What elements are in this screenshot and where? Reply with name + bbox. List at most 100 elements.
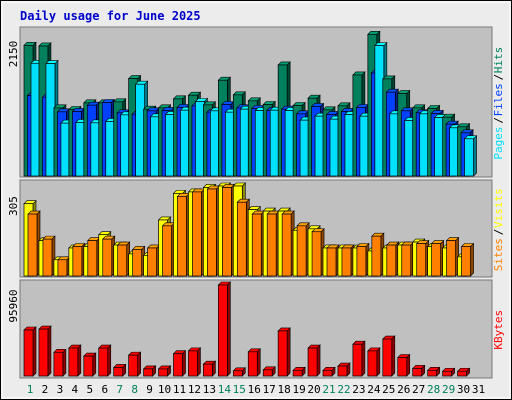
bar-visits-sites-sites-day-5 (87, 240, 98, 277)
bar-kbytes-kbytes-day-8-side (137, 351, 141, 377)
x-tick-label-day-2: 2 (42, 383, 49, 396)
bar-kbytes-kbytes-day-7 (113, 367, 124, 377)
x-tick-label-day-17: 17 (263, 383, 276, 396)
x-tick-label-day-15: 15 (233, 383, 246, 396)
bar-visits-sites-sites-day-6 (102, 238, 113, 277)
legend-label-kbytes: KBytes (492, 310, 505, 350)
bar-visits-sites-sites-day-11 (177, 195, 187, 277)
bar-visits-sites-sites-day-20 (311, 231, 322, 277)
x-tick-label-day-24: 24 (367, 383, 381, 396)
bar-visits-sites-sites-day-14 (222, 187, 232, 277)
bar-kbytes-kbytes-day-26-side (406, 353, 411, 377)
x-tick-label-day-19: 19 (292, 383, 305, 396)
x-tick-label-day-22: 22 (337, 383, 350, 396)
bar-visits-sites-sites-day-15 (236, 201, 247, 277)
bar-visits-sites-sites-day-25 (386, 244, 397, 277)
bar-kbytes-kbytes-day-14 (218, 284, 228, 377)
bar-kbytes-kbytes-day-2 (38, 328, 49, 377)
bar-kbytes-kbytes-day-16-side (256, 348, 261, 377)
bar-visits-sites-sites-day-17 (266, 213, 277, 277)
bar-kbytes-kbytes-day-5-side (92, 352, 97, 377)
bar-kbytes-kbytes-day-1-side (32, 326, 37, 377)
bar-kbytes-kbytes-day-23-side (361, 340, 366, 377)
bar-kbytes-kbytes-day-4 (68, 347, 79, 377)
bar-kbytes-kbytes-day-6 (98, 347, 109, 377)
bar-kbytes-kbytes-day-11 (173, 353, 183, 377)
bar-kbytes-kbytes-day-13 (203, 363, 213, 377)
legend-label-hits: Hits (492, 47, 505, 74)
bar-visits-sites-sites-day-29 (446, 240, 456, 277)
bar-visits-sites-sites-day-10 (162, 225, 172, 277)
bar-visits-sites-sites-day-3 (57, 259, 68, 277)
bar-kbytes-kbytes-day-1 (23, 329, 34, 377)
bar-visits-sites-sites-day-13 (207, 188, 217, 277)
bar-visits-sites-sites-day-19 (296, 225, 307, 277)
y-axis-max-label-kbytes: 95960 (7, 289, 20, 322)
x-tick-label-day-10: 10 (158, 383, 171, 396)
legend-label-pages: Pages (492, 126, 505, 159)
bar-visits-sites-sites-day-2 (42, 238, 53, 277)
bar-visits-sites-sites-day-18 (281, 213, 292, 277)
bar-kbytes-kbytes-day-25 (382, 338, 393, 377)
bar-kbytes-kbytes-day-11-side (182, 349, 186, 377)
bar-kbytes-kbytes-day-9 (143, 368, 153, 377)
bar-kbytes-kbytes-day-24-side (376, 347, 381, 377)
x-tick-label-day-29: 29 (442, 383, 455, 396)
legend-separator: / (492, 117, 505, 124)
x-tick-label-day-30: 30 (457, 383, 470, 396)
bar-visits-sites-sites-day-8 (132, 249, 142, 277)
x-tick-label-day-28: 28 (427, 383, 440, 396)
bar-visits-sites-sites-day-28 (431, 243, 441, 277)
x-tick-label-day-9: 9 (146, 383, 153, 396)
y-axis-max-label-hits-files-pages: 2150 (7, 41, 20, 68)
legend-separator: / (492, 229, 505, 236)
x-tick-label-day-6: 6 (101, 383, 108, 396)
bar-kbytes-kbytes-day-30 (457, 370, 467, 377)
bar-kbytes-kbytes-day-3-side (62, 348, 67, 377)
x-tick-label-day-5: 5 (86, 383, 93, 396)
bar-kbytes-kbytes-day-3 (53, 351, 64, 377)
x-tick-label-day-12: 12 (188, 383, 201, 396)
bar-visits-sites-sites-day-27 (416, 243, 427, 277)
bar-kbytes-kbytes-day-21 (322, 369, 333, 377)
x-tick-label-day-1: 1 (27, 383, 34, 396)
legend-separator: / (492, 74, 505, 81)
bar-visits-sites-sites-day-9 (147, 247, 157, 277)
y-axis-max-label-visits-sites: 305 (7, 196, 20, 216)
x-tick-label-day-21: 21 (322, 383, 335, 396)
x-tick-label-day-11: 11 (173, 383, 186, 396)
bar-kbytes-kbytes-day-19 (292, 369, 303, 377)
legend-label-visits: Visits (492, 188, 505, 228)
bar-visits-sites-sites-day-23 (356, 246, 367, 277)
bar-kbytes-kbytes-day-16 (247, 351, 258, 377)
bar-visits-sites-sites-day-30 (461, 246, 471, 277)
legend-label-files: Files (492, 83, 505, 116)
bar-kbytes-kbytes-day-4-side (77, 344, 82, 377)
bar-visits-sites-sites-day-4 (72, 246, 83, 277)
legend-label-sites: Sites (492, 238, 505, 271)
bar-kbytes-kbytes-day-20 (307, 347, 318, 377)
bar-visits-sites-sites-day-21 (326, 247, 337, 277)
bar-kbytes-kbytes-day-22 (337, 365, 348, 377)
bar-visits-sites-sites-day-24 (371, 235, 382, 277)
bar-visits-sites-sites-day-30-side (470, 242, 474, 277)
x-tick-label-day-31: 31 (472, 383, 485, 396)
bar-kbytes-kbytes-day-28 (427, 369, 437, 377)
bar-kbytes-kbytes-day-6-side (107, 344, 112, 377)
x-tick-label-day-4: 4 (72, 383, 79, 396)
x-tick-label-day-7: 7 (116, 383, 123, 396)
bar-kbytes-kbytes-day-25-side (391, 335, 396, 377)
chart-title: Daily usage for June 2025 (20, 9, 201, 23)
bar-kbytes-kbytes-day-12 (188, 350, 198, 377)
bar-kbytes-kbytes-day-18-side (286, 327, 291, 377)
bar-kbytes-kbytes-day-12-side (197, 347, 201, 377)
bar-kbytes-kbytes-day-23 (352, 343, 363, 377)
x-tick-label-day-23: 23 (352, 383, 365, 396)
bar-kbytes-kbytes-day-29 (442, 370, 452, 377)
x-tick-label-day-26: 26 (397, 383, 410, 396)
bar-visits-sites-sites-day-26 (401, 244, 412, 277)
x-tick-label-day-25: 25 (382, 383, 395, 396)
bar-hits-files-pages-pages-day-30-side (473, 135, 477, 177)
bar-kbytes-kbytes-day-17 (262, 369, 273, 377)
